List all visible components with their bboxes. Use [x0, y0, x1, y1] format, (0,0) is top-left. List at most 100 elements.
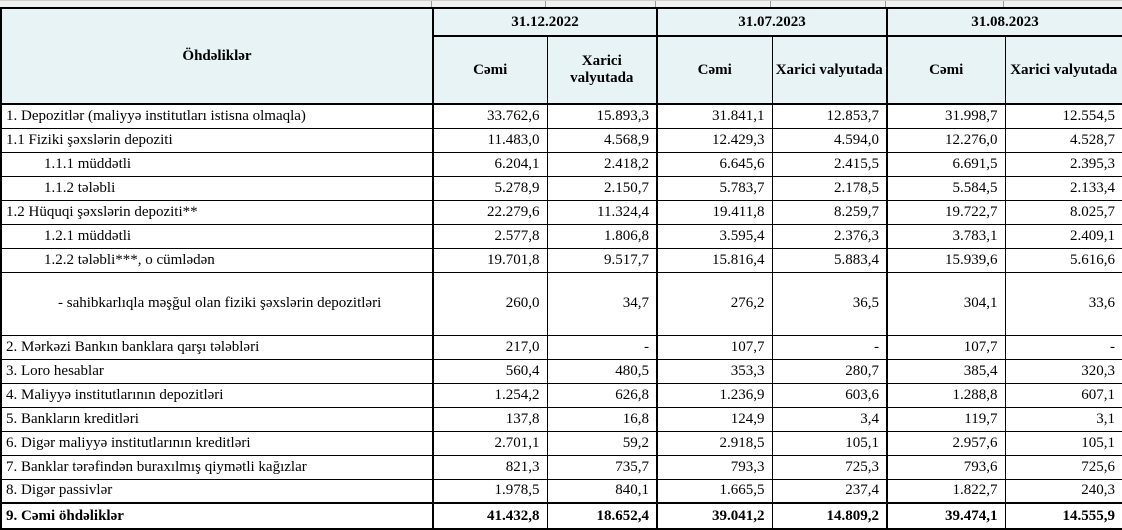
cell-value: 15.816,4	[656, 247, 773, 273]
top-partial-cell	[886, 1, 1004, 7]
cell-value: 4.568,9	[546, 127, 658, 153]
top-partial-cell	[0, 1, 432, 7]
top-partial-cell	[656, 1, 771, 7]
top-partial-cell	[432, 1, 546, 7]
row-label: 1.2.2 tələbli***, o cümlədən	[0, 247, 434, 273]
table-row: 8. Digər passivlər 1.978,5 840,1 1.665,5 237…	[0, 478, 1122, 504]
table-row: 4. Maliyyə institutlarının depozitləri 1.…	[0, 382, 1122, 408]
cell-value: 260,0	[432, 271, 548, 336]
cell-value: 2.957,6	[886, 430, 1006, 456]
top-partial-cell	[771, 1, 886, 7]
cell-value: 11.483,0	[432, 127, 548, 153]
cell-value: 3,4	[771, 406, 888, 432]
row-label: 1.1 Fiziki şəxslərin depoziti	[0, 127, 434, 153]
cell-value: 5.584,5	[886, 175, 1006, 201]
subheader-total-2: Cəmi	[656, 35, 773, 105]
cell-value: 304,1	[886, 271, 1006, 336]
cell-value: 237,4	[771, 478, 888, 504]
cell-value: 4.594,0	[771, 127, 888, 153]
row-label: 3. Loro hesablar	[0, 358, 434, 384]
cell-value: 6.691,5	[886, 151, 1006, 177]
cell-value: 1.665,5	[656, 478, 773, 504]
row-label: 8. Digər passivlər	[0, 478, 434, 504]
cell-value: 603,6	[771, 382, 888, 408]
cell-value: 36,5	[771, 271, 888, 336]
row-label: 1.2.1 müddətli	[0, 223, 434, 249]
top-partial-row	[0, 0, 1122, 7]
cell-value: 8.025,7	[1004, 199, 1122, 225]
cell-value: 480,5	[546, 358, 658, 384]
cell-value: 9.517,7	[546, 247, 658, 273]
row-label: 2. Mərkəzi Bankın banklara qarşı tələblə…	[0, 334, 434, 360]
table-body: 1. Depozitlər (maliyyə institutları isti…	[0, 103, 1122, 530]
cell-value: 41.432,8	[432, 502, 548, 530]
cell-value: 2.150,7	[546, 175, 658, 201]
subheader-foreign-1: Xarici valyutada	[546, 35, 658, 105]
cell-value: 15.893,3	[546, 103, 658, 129]
cell-value: 320,3	[1004, 358, 1122, 384]
table-row: 5. Bankların kreditləri 137,8 16,8 124,9 3,4…	[0, 406, 1122, 432]
cell-value: 2.376,3	[771, 223, 888, 249]
cell-value: 8.259,7	[771, 199, 888, 225]
row-label: 7. Banklar tərəfindən buraxılmış qiymətl…	[0, 454, 434, 480]
cell-value: 22.279,6	[432, 199, 548, 225]
cell-value: 626,8	[546, 382, 658, 408]
liabilities-table: Öhdəliklər 31.12.2022 31.07.2023 31.08.2…	[0, 7, 1122, 530]
cell-value: 12.554,5	[1004, 103, 1122, 129]
cell-value: 19.411,8	[656, 199, 773, 225]
table-row: 3. Loro hesablar 560,4 480,5 353,3 280,7 385,…	[0, 358, 1122, 384]
row-label: 1. Depozitlər (maliyyə institutları isti…	[0, 103, 434, 129]
cell-value: 31.998,7	[886, 103, 1006, 129]
cell-value: 735,7	[546, 454, 658, 480]
top-partial-cell	[546, 1, 656, 7]
cell-value: 1.978,5	[432, 478, 548, 504]
cell-value: 217,0	[432, 334, 548, 360]
cell-value: 59,2	[546, 430, 658, 456]
cell-value: 1.254,2	[432, 382, 548, 408]
cell-value: 12.853,7	[771, 103, 888, 129]
cell-value: 33.762,6	[432, 103, 548, 129]
cell-value: 793,6	[886, 454, 1006, 480]
cell-value: 19.722,7	[886, 199, 1006, 225]
row-label: 1.1.2 tələbli	[0, 175, 434, 201]
subheader-total-1: Cəmi	[432, 35, 548, 105]
cell-value: 2.415,5	[771, 151, 888, 177]
table-row: - sahibkarlıqla məşğul olan fiziki şəxsl…	[0, 271, 1122, 336]
cell-value: 6.204,1	[432, 151, 548, 177]
cell-value: 124,9	[656, 406, 773, 432]
table-row: 1.1 Fiziki şəxslərin depoziti 11.483,0 4.5…	[0, 127, 1122, 153]
cell-value: 5.616,6	[1004, 247, 1122, 273]
cell-value: 3,1	[1004, 406, 1122, 432]
table-row: 1.2 Hüquqi şəxslərin depoziti** 22.279,6 1…	[0, 199, 1122, 225]
cell-value: -	[1004, 334, 1122, 360]
cell-value: 39.474,1	[886, 502, 1006, 530]
table-row: 1.1.2 tələbli 5.278,9 2.150,7 5.783,7 2.178,…	[0, 175, 1122, 201]
cell-value: 5.883,4	[771, 247, 888, 273]
cell-value: 14.555,9	[1004, 502, 1122, 530]
cell-value: 14.809,2	[771, 502, 888, 530]
header-subcolumns-row: Cəmi Xarici valyutada Cəmi Xarici valyut…	[1, 35, 1122, 105]
cell-value: 119,7	[886, 406, 1006, 432]
table-row: 1.1.1 müddətli 6.204,1 2.418,2 6.645,6 2.415…	[0, 151, 1122, 177]
cell-value: 105,1	[1004, 430, 1122, 456]
cell-value: 33,6	[1004, 271, 1122, 336]
cell-value: 821,3	[432, 454, 548, 480]
cell-value: 3.783,1	[886, 223, 1006, 249]
cell-value: 105,1	[771, 430, 888, 456]
cell-value: 560,4	[432, 358, 548, 384]
cell-value: 240,3	[1004, 478, 1122, 504]
cell-value: 1.288,8	[886, 382, 1006, 408]
cell-value: -	[546, 334, 658, 360]
subheader-foreign-3: Xarici valyutada	[1004, 35, 1122, 105]
cell-value: -	[771, 334, 888, 360]
cell-value: 2.395,3	[1004, 151, 1122, 177]
cell-value: 385,4	[886, 358, 1006, 384]
column-header-liabilities: Öhdəliklər	[0, 7, 434, 105]
row-label: - sahibkarlıqla məşğul olan fiziki şəxsl…	[0, 271, 434, 336]
table-row: 2. Mərkəzi Bankın banklara qarşı tələblə…	[0, 334, 1122, 360]
cell-value: 12.429,3	[656, 127, 773, 153]
cell-value: 840,1	[546, 478, 658, 504]
cell-value: 107,7	[886, 334, 1006, 360]
cell-value: 2.418,2	[546, 151, 658, 177]
subheader-total-3: Cəmi	[886, 35, 1006, 105]
